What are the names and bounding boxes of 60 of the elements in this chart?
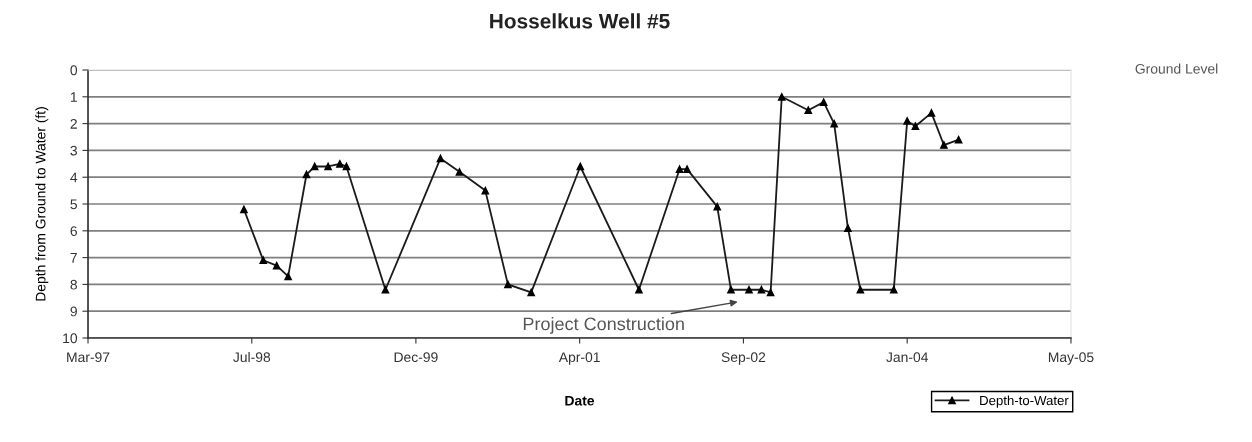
point (903, 117, 912, 125)
point (766, 288, 775, 297)
x-tick-label: Sep-02 (721, 352, 766, 365)
point (911, 122, 920, 131)
y-tick-label: 1 (70, 92, 77, 102)
point (381, 285, 390, 294)
x-tick-label: Jul-98 (233, 351, 271, 363)
x-tick-label: Dec-99 (394, 352, 438, 363)
point (324, 162, 332, 171)
y-tick-label: 7 (70, 253, 77, 263)
y-tick-label: 9 (70, 306, 77, 317)
y-tick-label: 6 (70, 226, 77, 236)
x-tick-label: Apr-01 (558, 352, 600, 365)
point (240, 205, 248, 214)
x-tick-label: Mar-97 (67, 352, 110, 363)
point (727, 285, 735, 294)
point (830, 119, 838, 128)
legend-label: Depth-to-Water (980, 395, 1069, 408)
point (940, 141, 948, 149)
y-tick-label: 8 (70, 279, 77, 290)
y-tick-label: 3 (70, 145, 77, 156)
point (481, 186, 490, 195)
point (777, 92, 786, 101)
point (819, 98, 828, 106)
point (272, 261, 281, 270)
point (342, 162, 351, 171)
point (683, 165, 691, 173)
point (336, 159, 344, 168)
text: Ground Level (1135, 63, 1218, 74)
x-axis-title: Date (565, 395, 595, 406)
x-tick-label: Jan-04 (886, 352, 929, 363)
point (804, 106, 813, 115)
y-tick-label: 2 (70, 118, 77, 129)
point (310, 162, 319, 171)
point (856, 285, 865, 294)
y-tick-label: 5 (70, 199, 78, 210)
point (527, 288, 535, 297)
point (675, 165, 684, 173)
x-tick-label: May-05 (1048, 352, 1094, 365)
point (504, 280, 512, 289)
point (455, 168, 464, 176)
y-tick-label: 4 (70, 172, 78, 183)
point (844, 224, 852, 232)
point (284, 272, 292, 281)
point (757, 285, 766, 294)
y-tick-label: 0 (70, 65, 78, 76)
point (436, 154, 445, 163)
y-tick-label: 10 (63, 333, 78, 344)
point (302, 170, 311, 179)
point (889, 285, 898, 294)
point (927, 109, 936, 117)
point (713, 202, 722, 211)
point (576, 162, 585, 171)
point (635, 285, 643, 294)
chart-title: Hosselkus Well #5 (490, 13, 670, 29)
point (259, 256, 268, 265)
annotation: Project Construction (523, 317, 684, 334)
point (745, 285, 753, 294)
y-axis-title: Depth from Ground to Water (ft) (35, 107, 49, 301)
point (954, 135, 963, 144)
